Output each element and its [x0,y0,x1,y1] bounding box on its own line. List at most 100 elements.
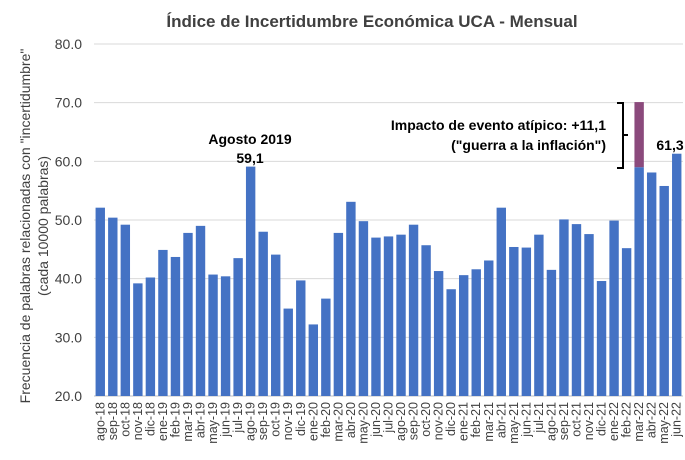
x-tick-label: abr-20 [344,402,358,438]
x-tick-label: jun-21 [519,402,533,438]
bar [108,217,118,396]
bar [283,308,293,396]
last-value-annotation: 61,3 [656,137,683,153]
bar [496,207,506,396]
atypical-bracket [617,102,628,169]
bar [170,256,181,396]
bar [471,269,481,396]
y-tick-label: 80.0 [55,36,82,52]
y-tick-label: 60.0 [55,153,82,169]
bar [145,277,156,396]
bar [183,232,193,396]
x-tick-label: may-19 [206,402,220,444]
x-tick-label: ago-18 [93,402,107,441]
atypical-annotation-line1: Impacto de evento atípico: +11,1 [391,117,606,133]
bar [672,153,682,396]
bar [433,271,444,396]
x-tick-label: ene-20 [306,402,320,441]
bar [646,172,657,396]
bar [271,254,281,396]
bar [596,281,607,396]
x-tick-label: nov-20 [432,402,446,440]
y-tick-label: 50.0 [55,212,82,228]
bar [296,280,306,396]
bar [220,276,231,396]
chart-title: Índice de Incertidumbre Económica UCA - … [166,12,577,31]
bar [208,274,218,396]
x-tick-label: abr-19 [194,402,208,438]
x-tick-label: mar-21 [482,402,496,442]
x-tick-label: sep-20 [407,402,421,440]
bar [358,221,369,396]
bar [308,324,319,396]
peak-annotation-label: Agosto 2019 [208,131,291,147]
bar [258,231,268,396]
bar [421,245,431,396]
x-tick-label: oct-19 [269,402,283,437]
bar [446,289,456,396]
bar [509,246,519,396]
x-tick-label: sep-21 [557,402,571,440]
x-tick-label: mar-20 [331,402,345,442]
x-tick-label: jul-19 [231,402,245,434]
x-tick-label: jul-20 [382,402,396,434]
bar [408,224,419,396]
x-tick-label: nov-19 [281,402,295,440]
x-tick-label: dic-20 [444,402,458,436]
x-tick-label: jun-20 [369,402,383,438]
y-axis-ticks: 20.0 30.0 40.0 50.0 60.0 70.0 80.0 [55,36,82,404]
bar [609,220,619,396]
bar [133,283,143,396]
x-tick-label: dic-19 [294,402,308,436]
x-tick-label: ene-19 [156,402,170,441]
bar [383,236,394,396]
x-tick-label: oct-20 [419,402,433,437]
x-tick-label: may-21 [507,402,521,444]
bar [546,269,557,396]
bar [621,248,632,396]
bar [559,219,569,396]
bar [195,225,206,396]
y-tick-label: 70.0 [55,95,82,111]
x-tick-label: ene-22 [607,402,621,441]
x-tick-label: oct-21 [569,402,583,437]
x-tick-label: abr-21 [494,402,508,438]
bar [233,258,243,396]
x-tick-label: ago-20 [394,402,408,441]
x-tick-label: sep-19 [256,402,270,440]
x-tick-label: dic-21 [595,402,609,436]
atypical-bar-segment [634,102,644,168]
x-tick-label: oct-18 [118,402,132,437]
bar [120,224,131,396]
x-tick-label: nov-21 [582,402,596,440]
bar-series [95,102,682,396]
x-tick-label: may-20 [356,402,370,444]
bar [333,232,344,396]
y-tick-label: 30.0 [55,329,82,345]
bar [158,249,168,396]
y-tick-label: 20.0 [55,388,82,404]
x-tick-label: nov-18 [131,402,145,440]
x-axis-ticks: ago-18sep-18oct-18nov-18dic-18ene-19feb-… [93,402,683,444]
bar [396,234,406,396]
bar [458,275,469,396]
bar [95,207,105,396]
bar [245,166,256,396]
x-tick-label: jun-22 [670,402,684,438]
bar [584,234,594,396]
bar [571,224,582,396]
x-tick-label: feb-22 [620,402,634,437]
x-tick-label: mar-22 [632,402,646,442]
x-tick-label: feb-19 [168,402,182,437]
x-tick-label: jul-21 [532,402,546,434]
x-tick-label: feb-20 [319,402,333,437]
y-axis-label-line2: (cada 10000 palabras) [35,156,51,296]
bar [321,298,331,396]
bar [534,234,544,396]
bar [346,201,356,396]
y-axis-label: Frecuencia de palabras relacionadas con … [17,49,51,404]
x-tick-label: ene-21 [457,402,471,441]
peak-annotation-value: 59,1 [236,150,263,166]
x-tick-label: ago-21 [544,402,558,441]
